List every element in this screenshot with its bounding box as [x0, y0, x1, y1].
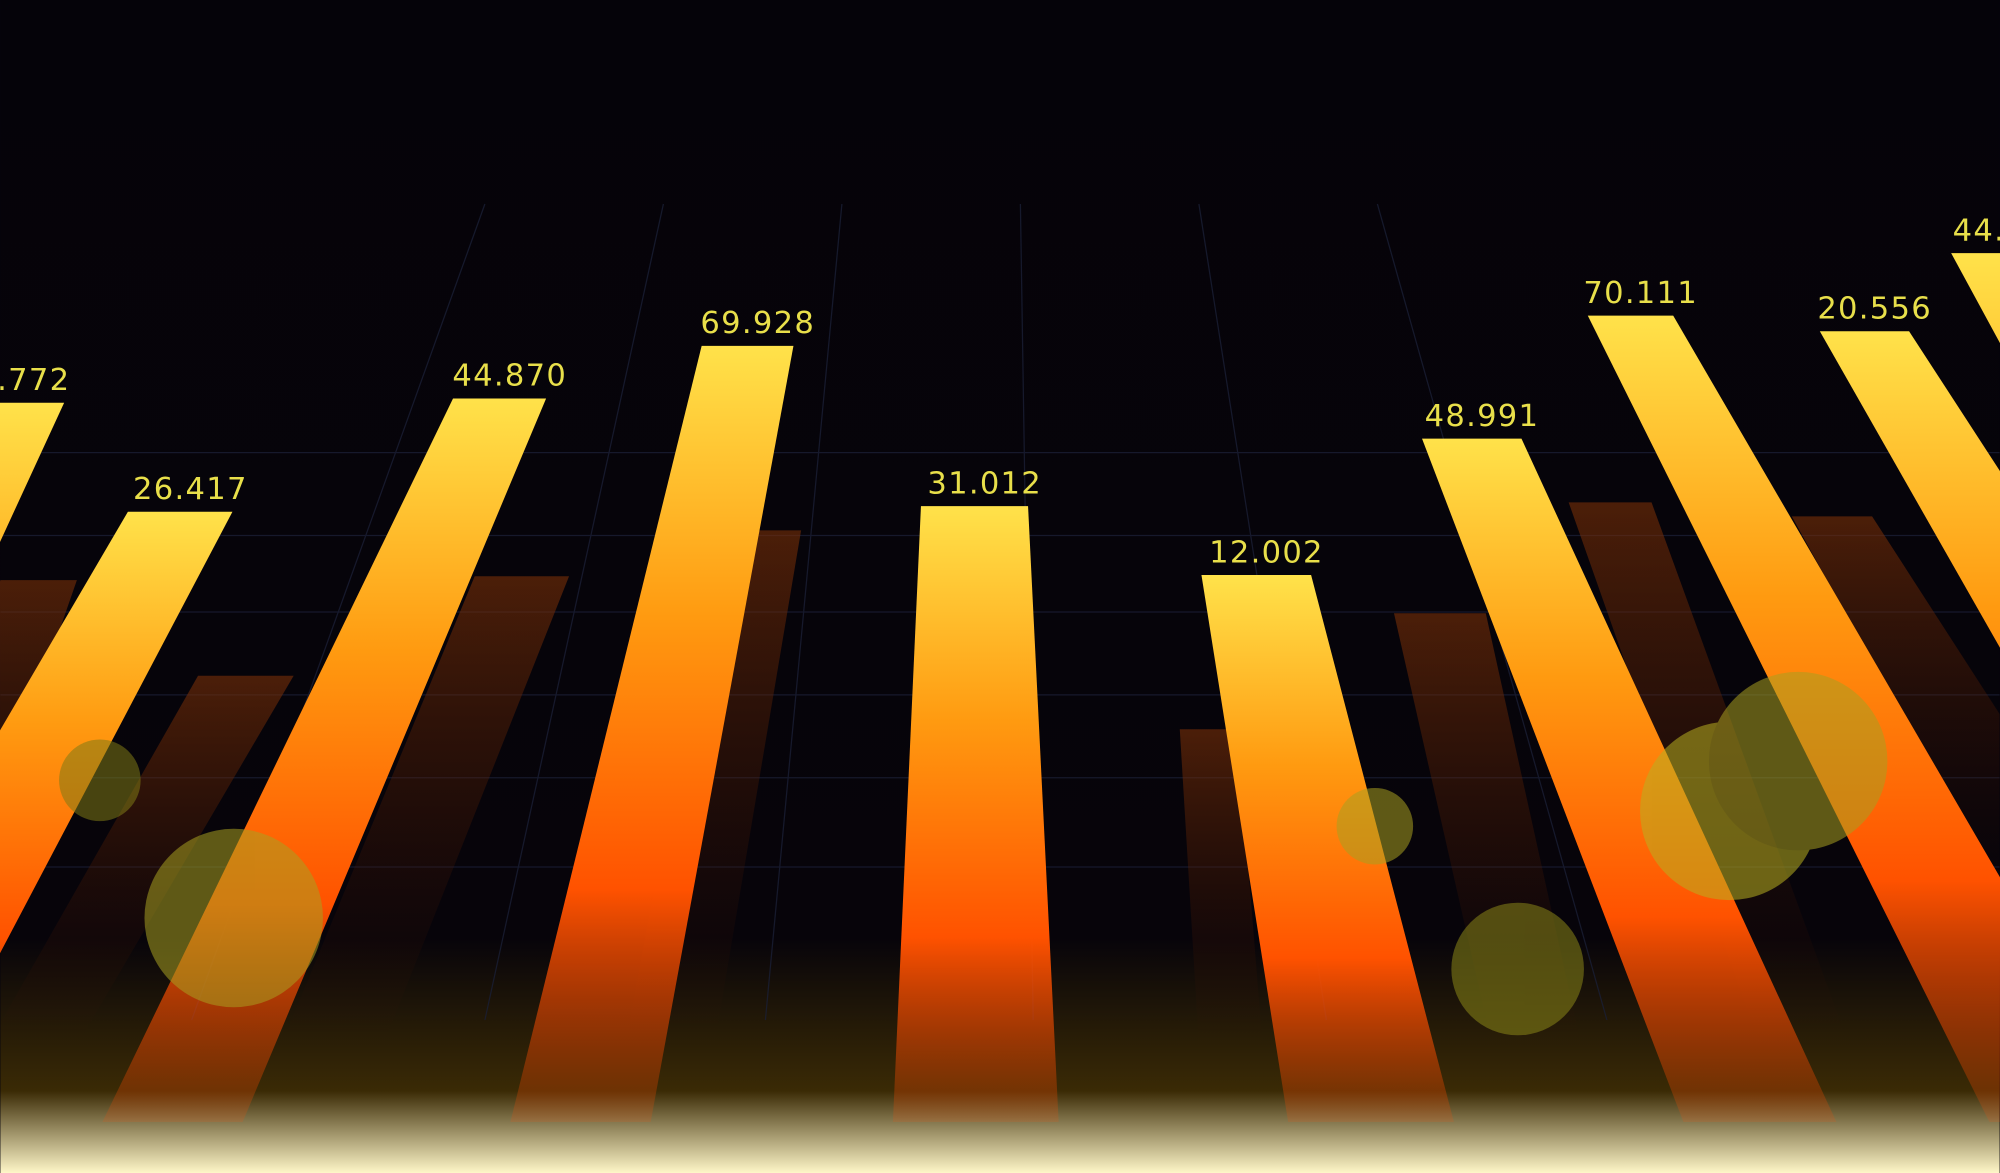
value-label: 70.111	[1583, 276, 1698, 311]
value-label: 44.87	[1953, 213, 2000, 248]
value-label: 26.417	[133, 472, 248, 507]
bokeh	[59, 671, 1888, 1036]
bar	[892, 506, 1059, 1123]
bar	[0, 511, 233, 954]
value-label: 31.012	[927, 466, 1042, 501]
value-label: 12.002	[1209, 535, 1324, 570]
bar	[1819, 331, 2000, 648]
value-label: 48.991	[1425, 399, 1540, 434]
value-label: 44.870	[452, 359, 567, 394]
bar	[1201, 575, 1454, 1122]
value-label: 3.772	[0, 363, 70, 398]
value-label: 20.556	[1817, 291, 1932, 326]
bar	[1422, 438, 1837, 1123]
bar	[510, 345, 794, 1122]
value-label: 69.928	[700, 306, 815, 341]
bar	[0, 402, 65, 542]
